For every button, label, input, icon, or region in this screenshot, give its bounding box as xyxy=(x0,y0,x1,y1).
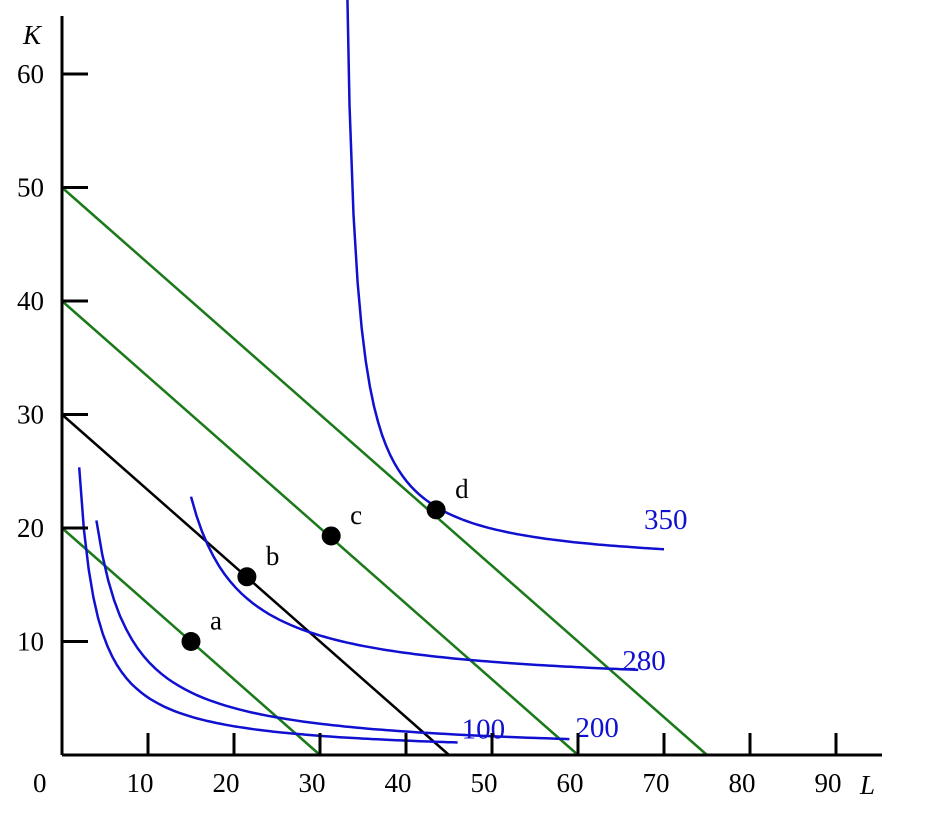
y-tick-label: 50 xyxy=(17,173,44,203)
origin-label: 0 xyxy=(33,768,47,798)
point-marker xyxy=(237,567,257,587)
point-marker xyxy=(321,526,341,546)
y-tick-label: 40 xyxy=(17,286,44,316)
x-tick-label: 50 xyxy=(471,768,498,798)
x-tick-label: 70 xyxy=(643,768,670,798)
lines-layer: 100 200 280 350 xyxy=(61,0,708,756)
isoquant-curve xyxy=(95,520,570,741)
points-layer: a b c d xyxy=(181,474,469,651)
point-marker xyxy=(181,632,201,651)
isoquant-label: 100 xyxy=(462,713,506,745)
isocost-line xyxy=(61,300,579,756)
point-label: a xyxy=(210,606,222,636)
isocost-line xyxy=(61,186,708,756)
point-label: b xyxy=(266,541,280,571)
y-tick-label: 20 xyxy=(17,513,44,543)
y-tick-label: 10 xyxy=(17,627,44,657)
x-tick-label: 20 xyxy=(213,768,240,798)
point-label: c xyxy=(350,500,362,530)
x-tick-label: 30 xyxy=(299,768,326,798)
x-tick-label: 40 xyxy=(385,768,412,798)
y-axis-label: K xyxy=(22,20,43,50)
ticks-layer: 10 20 30 40 50 60 10 20 30 40 50 60 70 80 90 xyxy=(17,59,842,798)
y-tick-label: 30 xyxy=(17,400,44,430)
x-tick-label: 60 xyxy=(557,768,584,798)
isoquant-curve xyxy=(189,496,639,672)
isoquant-curve xyxy=(77,467,458,744)
budget-line-black xyxy=(61,413,450,756)
x-tick-label: 80 xyxy=(729,768,756,798)
point-label: d xyxy=(455,474,469,504)
x-tick-label: 90 xyxy=(815,768,842,798)
point-marker xyxy=(426,500,446,520)
isoquant-label: 280 xyxy=(622,645,666,677)
isoquant-curve xyxy=(346,0,665,551)
y-tick-label: 60 xyxy=(17,59,44,89)
axes-layer: K L 0 xyxy=(22,16,882,800)
x-axis-label: L xyxy=(859,770,875,800)
isoquant-label: 350 xyxy=(644,504,688,536)
isoquant-label: 200 xyxy=(575,712,619,744)
x-tick-label: 10 xyxy=(127,768,154,798)
